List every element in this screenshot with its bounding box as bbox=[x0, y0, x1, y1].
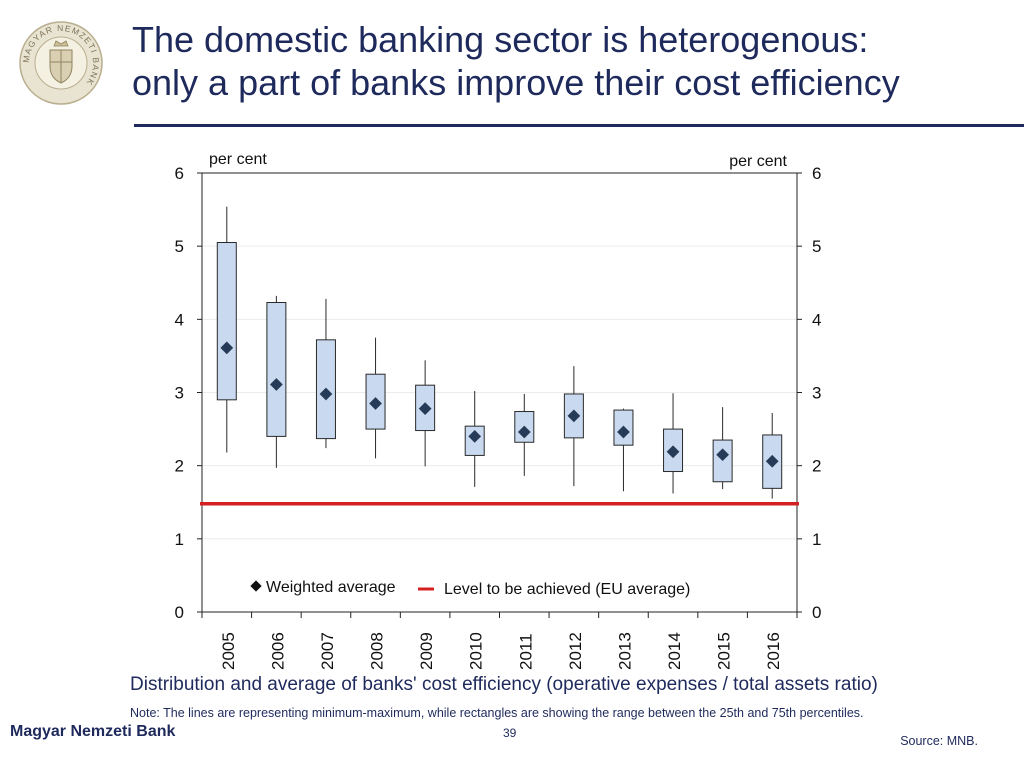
weighted-average-marker bbox=[270, 378, 283, 391]
x-tick-label: 2012 bbox=[566, 632, 585, 670]
box-p25-p75 bbox=[266, 302, 287, 437]
legend: Weighted average Level to be achieved (E… bbox=[250, 579, 690, 598]
y-tick-label-left: 3 bbox=[175, 384, 184, 403]
x-tick-label: 2011 bbox=[516, 633, 535, 670]
weighted-average-marker bbox=[369, 397, 382, 410]
chart-svg: 0 01 12 23 34 45 56 6 2005 2006 2007 2008 2009 2010 2… bbox=[175, 151, 822, 670]
y-tick-label-left: 4 bbox=[175, 310, 184, 329]
x-tick-label: 2010 bbox=[467, 632, 486, 670]
x-tick-label: 2006 bbox=[268, 632, 287, 670]
x-tick-label: 2009 bbox=[417, 632, 436, 670]
weighted-average-series bbox=[220, 341, 779, 468]
y-tick-label-right: 3 bbox=[812, 384, 821, 403]
y-tick-label-right: 1 bbox=[812, 530, 821, 549]
weighted-average-marker bbox=[617, 425, 630, 439]
y-tick-label-left: 1 bbox=[175, 530, 184, 549]
x-tick-label: 2005 bbox=[219, 632, 238, 670]
x-tick-label: 2015 bbox=[715, 632, 734, 670]
legend-weighted-average: Weighted average bbox=[266, 579, 396, 596]
gridlines bbox=[202, 245, 797, 540]
legend-eu-level: Level to be achieved (EU average) bbox=[444, 581, 690, 598]
source-note: Source: MNB. bbox=[900, 734, 978, 748]
x-axis-ticks: 2005 2006 2007 2008 2009 2010 2011 2012 2013 2014… bbox=[201, 612, 798, 670]
weighted-average-marker bbox=[468, 430, 482, 443]
weighted-average-marker bbox=[418, 402, 432, 415]
y-tick-label-left: 5 bbox=[175, 237, 184, 256]
y-tick-label-left: 2 bbox=[175, 457, 184, 476]
x-tick-label: 2016 bbox=[764, 632, 783, 670]
weighted-average-marker bbox=[517, 425, 531, 439]
slide-title-line-2: only a part of banks improve their cost … bbox=[132, 62, 900, 103]
y-tick-label-left: 0 bbox=[175, 603, 184, 622]
y-tick-label-right: 2 bbox=[812, 457, 821, 476]
slide-title: The domestic banking sector is heterogen… bbox=[132, 18, 992, 104]
brand-name: Magyar Nemzeti Bank bbox=[10, 723, 176, 740]
y-tick-label-left: 6 bbox=[175, 164, 184, 183]
page-number: 39 bbox=[503, 726, 517, 740]
legend-diamond-icon bbox=[250, 580, 262, 592]
box-p25-p75 bbox=[216, 242, 237, 401]
y-tick-label-right: 5 bbox=[812, 237, 821, 256]
y-axis-label-right: per cent bbox=[729, 153, 787, 170]
x-tick-label: 2013 bbox=[615, 632, 634, 670]
y-axis-label-left: per cent bbox=[209, 151, 267, 168]
y-tick-label-right: 0 bbox=[812, 603, 821, 622]
y-tick-label-right: 4 bbox=[812, 310, 821, 329]
chart-note: Note: The lines are representing minimum… bbox=[130, 706, 864, 720]
slide-title-line-1: The domestic banking sector is heterogen… bbox=[132, 19, 869, 60]
x-tick-label: 2014 bbox=[665, 632, 684, 670]
boxes-series bbox=[216, 206, 783, 499]
x-tick-label: 2008 bbox=[368, 632, 387, 670]
x-tick-label: 2007 bbox=[318, 632, 337, 670]
mnb-logo-seal: MAGYAR NEMZETI BANK bbox=[19, 21, 103, 105]
chart-caption: Distribution and average of banks' cost … bbox=[130, 674, 878, 695]
y-tick-label-right: 6 bbox=[812, 164, 821, 183]
y-axis-ticks: 0 0 1 1 2 2 3 3 4 4 5 5 6 6 bbox=[175, 164, 822, 622]
title-underline bbox=[134, 124, 1024, 127]
